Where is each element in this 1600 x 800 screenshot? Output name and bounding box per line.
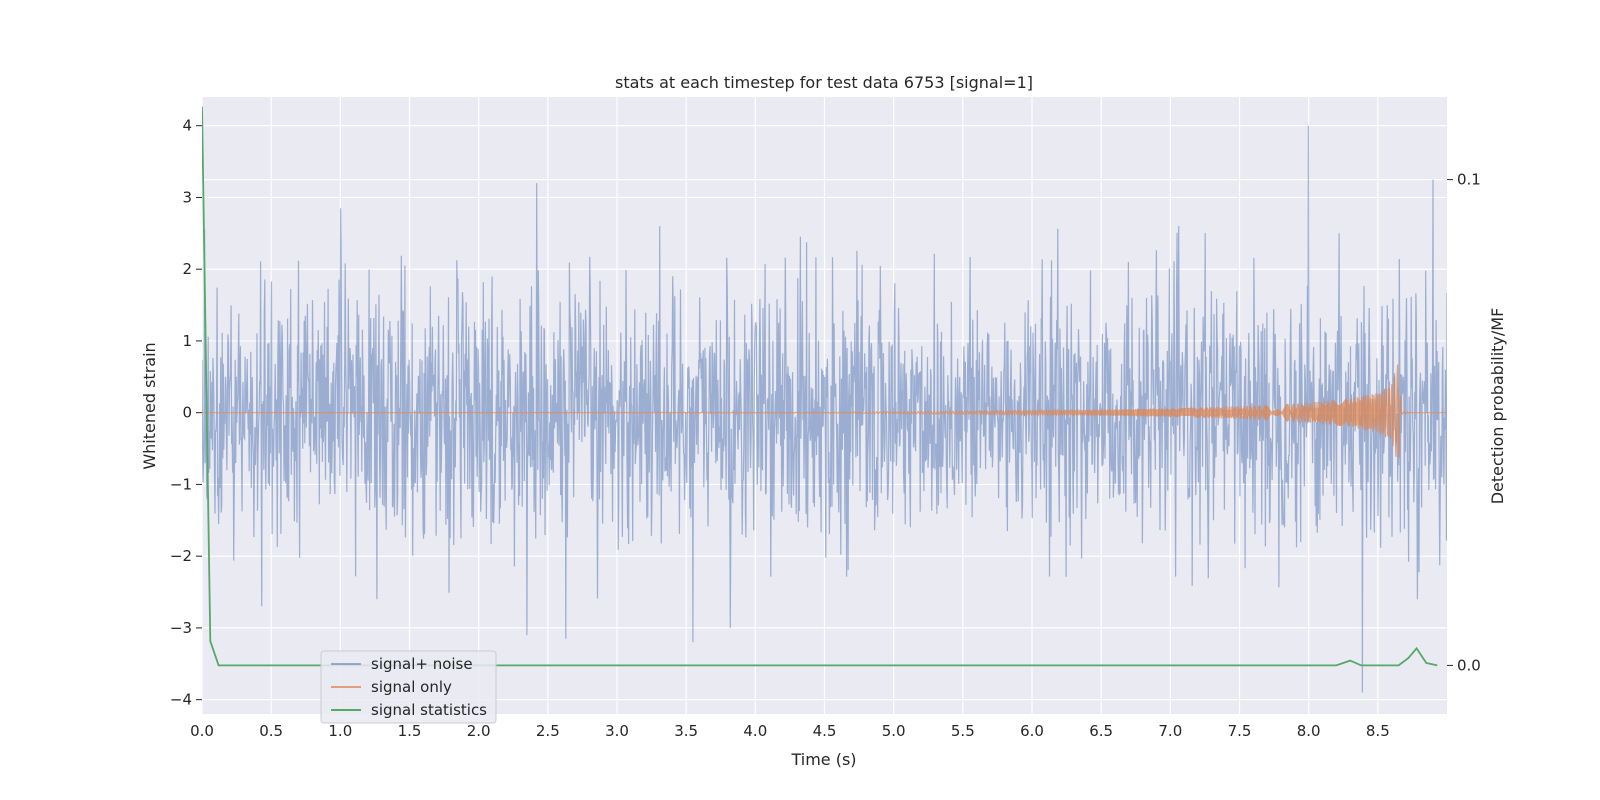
legend: signal+ noise signal only signal statist… <box>320 650 497 724</box>
legend-label-signal-noise: signal+ noise <box>371 655 473 673</box>
y-tick-label: −3 <box>170 619 192 637</box>
x-tick-label: 8.5 <box>1366 722 1390 740</box>
y-tick-label: 4 <box>182 117 192 135</box>
x-tick-label: 6.0 <box>1020 722 1044 740</box>
series-signal-statistics-line <box>202 106 1438 667</box>
x-tick-label: 5.5 <box>951 722 975 740</box>
x-tick-label: 4.5 <box>813 722 837 740</box>
x-tick-label: 5.0 <box>882 722 906 740</box>
y2-tick-label: 0.0 <box>1457 656 1481 674</box>
x-tick-label: 3.5 <box>674 722 698 740</box>
x-tick-label: 1.0 <box>328 722 352 740</box>
y-tick-label: 1 <box>182 332 192 350</box>
chart-title: stats at each timestep for test data 675… <box>615 73 1033 92</box>
series-signal-only-line <box>202 364 1447 458</box>
y-tick-label: 0 <box>182 404 192 422</box>
y-tick-label: −4 <box>170 691 192 709</box>
y-tick-label: −2 <box>170 547 192 565</box>
x-tick-label: 3.0 <box>605 722 629 740</box>
x-axis-title: Time (s) <box>790 750 856 769</box>
y-tick-label: −1 <box>170 475 192 493</box>
y2-axis-title: Detection probability/MF <box>1488 308 1507 505</box>
x-tick-label: 0.0 <box>190 722 214 740</box>
legend-box <box>320 650 497 724</box>
y-axis-title: Whitened strain <box>140 342 159 469</box>
x-tick-label: 4.0 <box>743 722 767 740</box>
x-tick-label: 6.5 <box>1089 722 1113 740</box>
y2-tick-label: 0.1 <box>1457 171 1481 189</box>
x-tick-label: 7.5 <box>1228 722 1252 740</box>
x-tick-label: 8.0 <box>1297 722 1321 740</box>
y-tick-label: 2 <box>182 260 192 278</box>
x-tick-label: 7.0 <box>1158 722 1182 740</box>
x-tick-label: 0.5 <box>259 722 283 740</box>
x-tick-label: 1.5 <box>398 722 422 740</box>
x-tick-label: 2.0 <box>467 722 491 740</box>
legend-label-signal-statistics: signal statistics <box>371 701 487 719</box>
legend-label-signal-only: signal only <box>371 678 452 696</box>
x-tick-label: 2.5 <box>536 722 560 740</box>
series-signal-noise-line <box>202 125 1447 693</box>
y-tick-label: 3 <box>182 188 192 206</box>
